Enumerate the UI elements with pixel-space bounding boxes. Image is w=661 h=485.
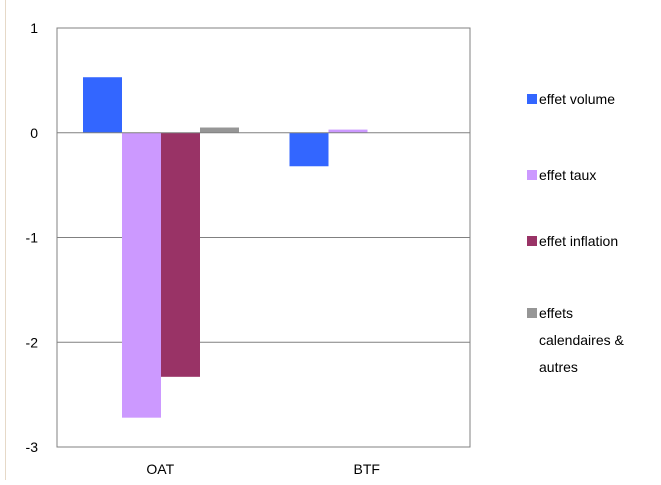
legend-label: effet volume bbox=[539, 91, 615, 107]
legend-label: effets calendaires & autres bbox=[539, 305, 624, 375]
bar bbox=[328, 129, 368, 133]
bar bbox=[122, 132, 161, 418]
bars bbox=[83, 77, 368, 418]
left-edge-line bbox=[5, 0, 6, 480]
legend-swatch bbox=[527, 94, 537, 104]
x-category-label: BTF bbox=[354, 461, 380, 477]
x-category-label: OAT bbox=[146, 461, 174, 477]
legend-swatch bbox=[527, 308, 537, 318]
legend-label: effet taux bbox=[539, 167, 596, 183]
legend-swatch bbox=[527, 236, 537, 246]
legend-swatch bbox=[527, 170, 537, 180]
bar bbox=[200, 127, 239, 133]
bar bbox=[161, 132, 200, 377]
plot-frame bbox=[56, 27, 471, 448]
x-axis-category-labels: OAT BTF bbox=[146, 461, 380, 477]
bar bbox=[83, 77, 122, 133]
y-tick-label: 1 bbox=[30, 20, 38, 36]
y-tick-label: -3 bbox=[26, 439, 39, 455]
y-tick-label: -2 bbox=[26, 334, 39, 350]
y-tick-label: 0 bbox=[30, 125, 38, 141]
legend-label: effet inflation bbox=[539, 233, 618, 249]
y-axis-tick-labels: 1 0 -1 -2 -3 bbox=[26, 20, 39, 455]
y-tick-label: -1 bbox=[26, 230, 39, 246]
legend: effet volume effet taux effet inflation eff… bbox=[527, 91, 624, 375]
bar bbox=[289, 132, 329, 167]
